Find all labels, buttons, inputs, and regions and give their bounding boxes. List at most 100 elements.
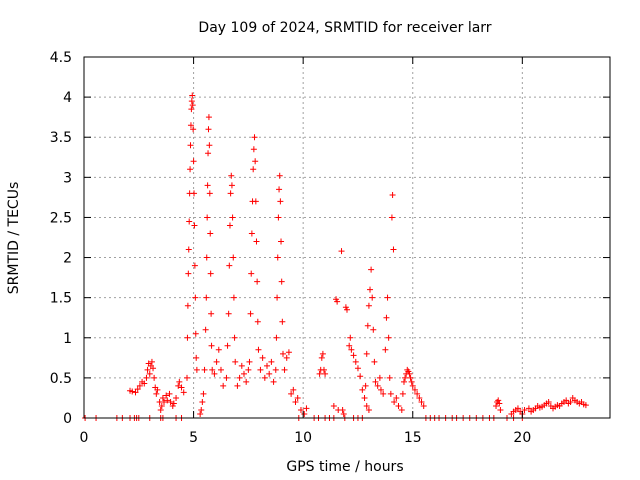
data-point	[184, 302, 191, 309]
data-point	[200, 390, 207, 397]
data-point	[514, 405, 521, 412]
data-point	[141, 380, 148, 387]
data-point	[224, 342, 231, 349]
data-point	[348, 346, 355, 353]
data-point	[184, 334, 191, 341]
data-point	[215, 346, 222, 353]
data-point	[203, 254, 210, 261]
data-point	[346, 342, 353, 349]
data-point	[257, 366, 264, 373]
data-point	[254, 318, 261, 325]
data-point	[223, 374, 230, 381]
data-point	[420, 402, 427, 409]
data-point	[185, 270, 192, 277]
data-point	[365, 406, 372, 413]
data-point	[199, 398, 206, 405]
data-point	[166, 390, 173, 397]
x-axis-label: GPS time / hours	[286, 459, 403, 475]
data-point	[207, 230, 214, 237]
data-point	[228, 182, 235, 189]
data-point	[278, 238, 285, 245]
data-point	[205, 114, 212, 121]
data-point	[330, 402, 337, 409]
data-point	[525, 405, 532, 412]
data-point	[277, 198, 284, 205]
data-point	[384, 294, 391, 301]
data-point	[320, 366, 327, 373]
data-point	[146, 370, 153, 377]
data-point	[193, 366, 200, 373]
data-point	[294, 394, 301, 401]
data-point	[354, 365, 361, 372]
data-point	[129, 388, 136, 395]
data-point	[201, 366, 208, 373]
data-point	[363, 402, 370, 409]
data-point	[204, 182, 211, 189]
data-point	[220, 382, 227, 389]
data-point	[248, 230, 255, 237]
data-point	[390, 246, 397, 253]
data-point	[350, 352, 357, 359]
data-point	[363, 350, 370, 357]
data-point	[290, 386, 297, 393]
data-point	[248, 270, 255, 277]
data-point	[347, 334, 354, 341]
data-point	[252, 198, 259, 205]
data-point	[316, 370, 323, 377]
data-point	[288, 390, 295, 397]
data-point	[274, 294, 281, 301]
data-point	[232, 358, 239, 365]
data-point	[319, 350, 326, 357]
data-point	[175, 382, 182, 389]
data-point	[136, 382, 143, 389]
data-point	[493, 402, 500, 409]
data-point	[187, 122, 194, 129]
data-point	[154, 386, 161, 393]
data-point	[374, 382, 381, 389]
data-point	[322, 370, 329, 377]
data-point	[365, 302, 372, 309]
data-point	[292, 398, 299, 405]
data-point	[382, 346, 389, 353]
data-point	[227, 190, 234, 197]
data-point	[359, 386, 366, 393]
data-point	[495, 397, 502, 404]
data-point	[377, 386, 384, 393]
data-point	[279, 318, 286, 325]
data-point	[386, 374, 393, 381]
y-tick-label: 1	[63, 331, 72, 347]
data-point	[144, 366, 151, 373]
chart-title: Day 109 of 2024, SRMTID for receiver lar…	[198, 20, 491, 36]
data-point	[416, 394, 423, 401]
data-point	[236, 374, 243, 381]
data-point	[411, 386, 418, 393]
data-point	[362, 382, 369, 389]
data-point	[274, 254, 281, 261]
data-point	[190, 158, 197, 165]
plot-border	[83, 56, 611, 419]
data-point	[273, 334, 280, 341]
data-point	[176, 378, 183, 385]
x-tick-label: 0	[80, 430, 89, 446]
grid-lines	[84, 57, 610, 418]
data-point	[213, 358, 220, 365]
data-point	[206, 142, 213, 149]
data-point	[153, 390, 160, 397]
data-point	[187, 166, 194, 173]
data-point	[409, 382, 416, 389]
x-tick-label: 20	[513, 430, 531, 446]
data-point	[189, 102, 196, 109]
data-point	[521, 406, 528, 413]
data-point	[230, 254, 237, 261]
data-point	[191, 262, 198, 269]
data-point	[406, 370, 413, 377]
data-point	[190, 126, 197, 133]
data-point	[234, 382, 241, 389]
data-point	[229, 214, 236, 221]
data-point	[173, 394, 180, 401]
data-point	[339, 406, 346, 413]
data-point	[398, 406, 405, 413]
data-point	[272, 366, 279, 373]
axis-ticks: 0 0.5 1 1.5 2 2.5 3 3.5 4 4.5 0 5 10 15 20	[50, 50, 610, 446]
